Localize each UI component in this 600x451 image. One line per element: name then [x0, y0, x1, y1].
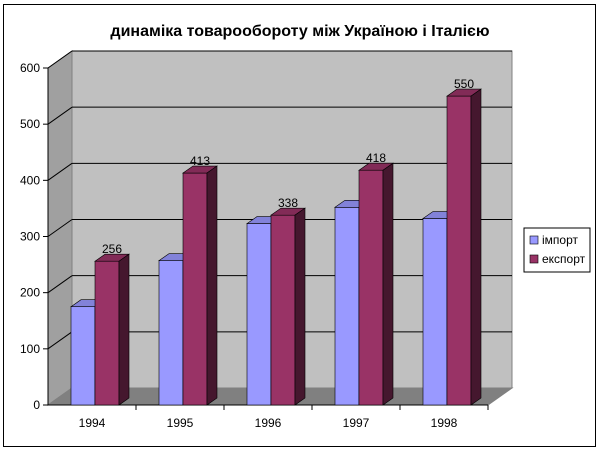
- gridline-side: [47, 275, 73, 294]
- y-tick-label: 600: [20, 61, 40, 75]
- bar-export-1994: [94, 253, 130, 406]
- gridline-side: [47, 50, 73, 69]
- bar-front: [270, 214, 296, 406]
- bar-front: [246, 223, 272, 406]
- legend-box: [523, 227, 591, 273]
- gridline-side: [47, 162, 73, 181]
- bar-export-1995: [182, 165, 218, 406]
- bar-side: [294, 207, 306, 406]
- legend-swatch: [529, 235, 539, 245]
- bar-front: [158, 260, 184, 406]
- plot-area: 0 100 200 300 400 500 600 1994 1995 1996 1997 1998 2…: [20, 50, 514, 430]
- x-tick-label: 1995: [167, 416, 194, 430]
- bar-side: [470, 88, 482, 406]
- bar-front: [446, 95, 472, 406]
- y-tick-label: 0: [33, 398, 40, 412]
- gridline-side: [47, 219, 73, 237]
- x-tick-label: 1994: [79, 416, 106, 430]
- bar-side: [206, 165, 218, 406]
- bar-side: [382, 162, 394, 406]
- data-label: 550: [454, 77, 474, 91]
- data-label: 338: [278, 196, 298, 210]
- bar-front: [422, 218, 448, 406]
- data-label: 256: [102, 242, 122, 256]
- bar-front: [182, 172, 208, 406]
- bar-front: [358, 169, 384, 406]
- bar-front: [94, 260, 120, 406]
- y-tick-label: 100: [20, 342, 40, 356]
- chart-title: динаміка товарообороту між Україною і Іт…: [110, 23, 489, 40]
- legend-swatch: [529, 254, 539, 264]
- legend-label: імпорт: [542, 233, 578, 247]
- bar-front: [70, 306, 96, 406]
- y-tick-label: 400: [20, 173, 40, 187]
- bar-export-1996: [270, 207, 306, 406]
- data-label: 413: [190, 154, 210, 168]
- x-tick-label: 1998: [431, 416, 458, 430]
- legend: імпорт експорт: [523, 227, 591, 273]
- y-tick-label: 300: [20, 230, 40, 244]
- bar-export-1998: [446, 88, 482, 406]
- bar-front: [334, 206, 360, 406]
- y-tick-label: 500: [20, 117, 40, 131]
- bar-export-1997: [358, 162, 394, 406]
- x-tick-label: 1996: [255, 416, 282, 430]
- data-label: 418: [366, 151, 386, 165]
- bar-side: [118, 253, 130, 406]
- x-tick-label: 1997: [343, 416, 370, 430]
- legend-label: експорт: [542, 252, 586, 266]
- gridline-side: [47, 331, 73, 350]
- gridline-side: [47, 106, 73, 125]
- y-tick-label: 200: [20, 286, 40, 300]
